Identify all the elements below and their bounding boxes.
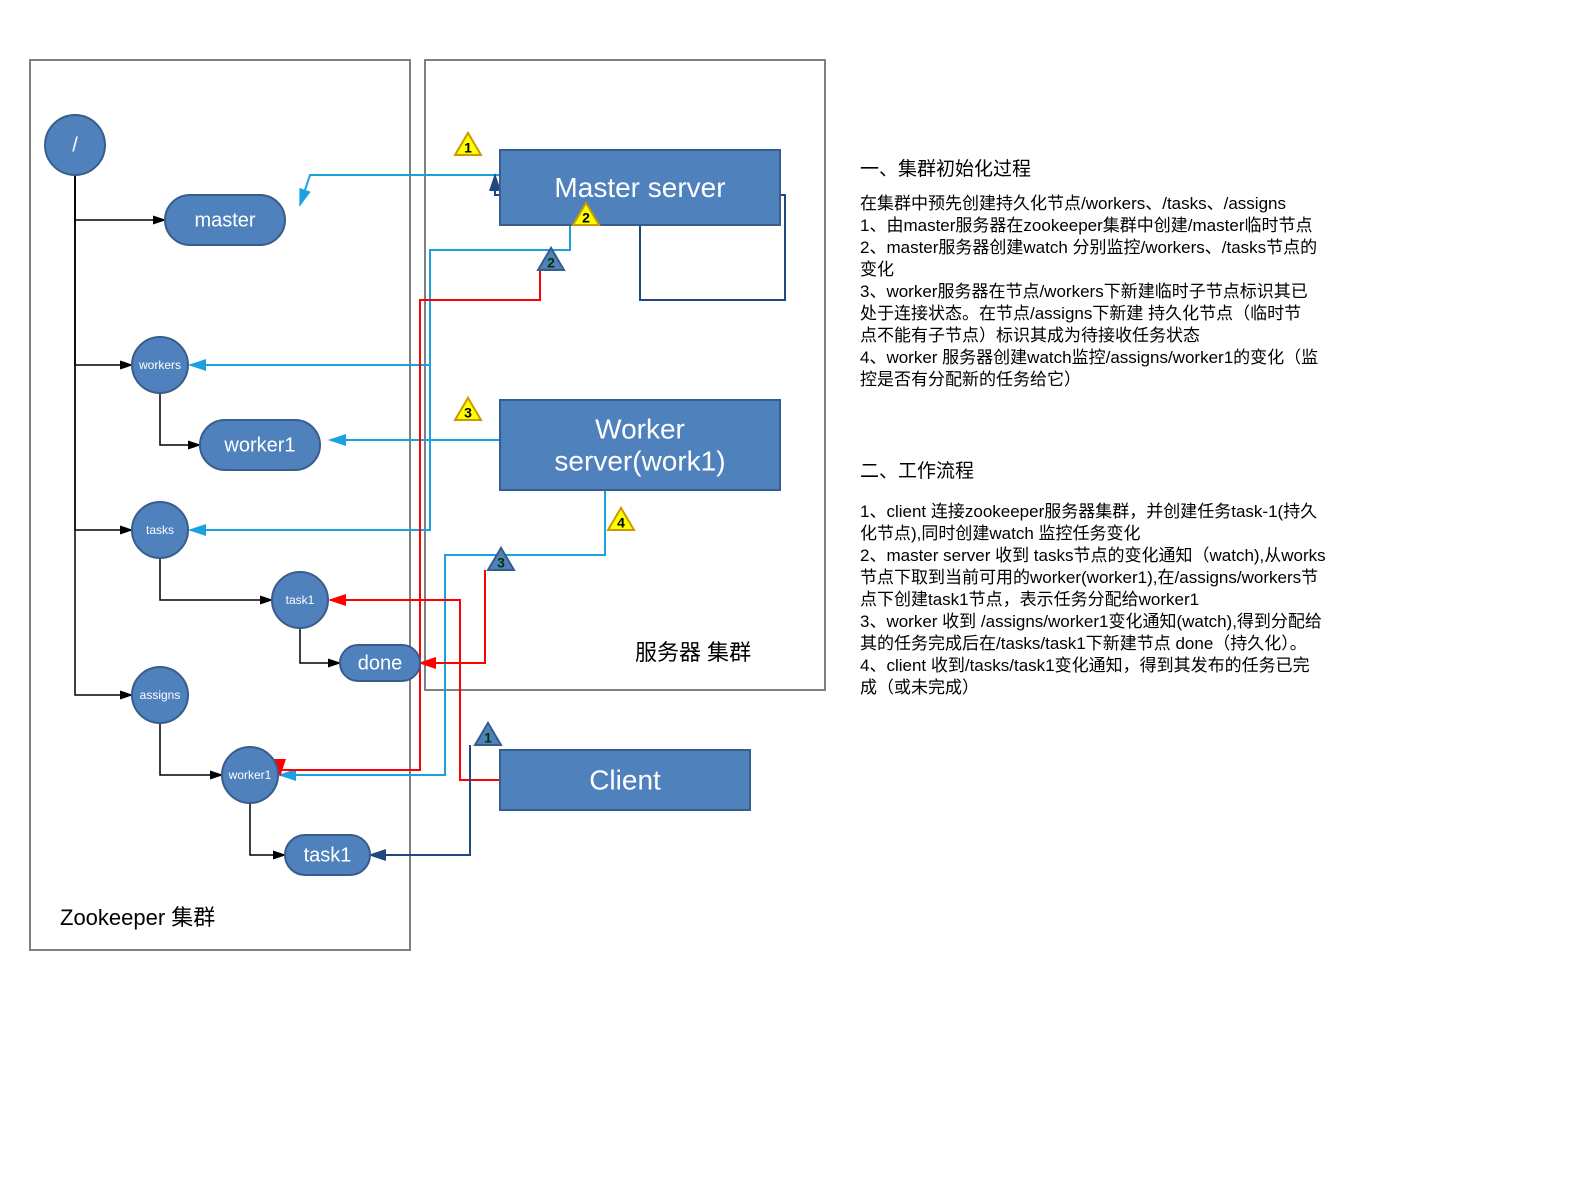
svg-text:2: 2 [582, 210, 590, 226]
svg-text:Zookeeper 集群: Zookeeper 集群 [60, 905, 215, 930]
svg-text:tasks: tasks [146, 523, 174, 537]
tree-edge [75, 175, 132, 365]
svg-text:worker1: worker1 [228, 768, 272, 782]
master-create-master-node [300, 175, 500, 205]
svg-text:处于连接状态。在节点/assigns下新建 持久化节点（临时: 处于连接状态。在节点/assigns下新建 持久化节点（临时节 [860, 304, 1301, 323]
worker-create-done [420, 570, 485, 663]
svg-text:3: 3 [464, 405, 472, 421]
tree-edge [250, 803, 285, 855]
tree-edge [160, 393, 200, 445]
tree-edge [300, 628, 340, 663]
svg-text:done: done [358, 652, 403, 674]
svg-text:1、由master服务器在zookeeper集群中创建/ma: 1、由master服务器在zookeeper集群中创建/master临时节点 [860, 216, 1312, 235]
svg-text:task1: task1 [286, 593, 315, 607]
svg-text:点不能有子节点）标识其成为待接收任务状态: 点不能有子节点）标识其成为待接收任务状态 [860, 326, 1200, 345]
tree-edge [160, 558, 272, 600]
svg-text:服务器 集群: 服务器 集群 [635, 640, 751, 665]
svg-text:3、worker服务器在节点/workers下新建临时子节点: 3、worker服务器在节点/workers下新建临时子节点标识其已 [860, 282, 1308, 301]
svg-text:4、worker 服务器创建watch监控/assigns/: 4、worker 服务器创建watch监控/assigns/worker1的变化… [860, 348, 1318, 367]
svg-text:1、client 连接zookeeper服务器集群，并创建任: 1、client 连接zookeeper服务器集群，并创建任务task-1(持久 [860, 502, 1317, 521]
diagram-stage: Zookeeper 集群 服务器 集群 / master workers worker1 t… [0, 0, 1571, 1181]
svg-text:二、工作流程: 二、工作流程 [860, 460, 974, 482]
svg-text:其的任务完成后在/tasks/task1下新建节点 done: 其的任务完成后在/tasks/task1下新建节点 done（持久化）。 [860, 634, 1307, 653]
svg-text:assigns: assigns [140, 688, 181, 702]
tree-edge [75, 175, 165, 220]
svg-text:2: 2 [547, 255, 555, 271]
svg-text:成（或未完成）: 成（或未完成） [860, 678, 979, 697]
svg-text:workers: workers [138, 358, 181, 372]
svg-text:4: 4 [617, 515, 625, 531]
svg-text:化节点),同时创建watch 监控任务变化: 化节点),同时创建watch 监控任务变化 [860, 524, 1141, 543]
svg-text:1: 1 [464, 140, 472, 156]
worker-watch-assigns-worker1 [280, 490, 605, 775]
svg-text:2、master服务器创建watch 分别监控/worker: 2、master服务器创建watch 分别监控/workers、/tasks节点… [860, 238, 1317, 257]
svg-text:3: 3 [497, 555, 505, 571]
svg-text:task1: task1 [304, 844, 352, 866]
svg-text:点下创建task1节点，表示任务分配给worker1: 点下创建task1节点，表示任务分配给worker1 [860, 590, 1199, 609]
svg-text:worker1: worker1 [223, 434, 295, 456]
tree-edge [75, 175, 132, 530]
svg-text:1: 1 [484, 730, 492, 746]
svg-text:Worker: Worker [595, 413, 685, 444]
diagram-svg: Zookeeper 集群 服务器 集群 / master workers worker1 t… [0, 0, 1571, 1181]
svg-text:在集群中预先创建持久化节点/workers、/tasks、/: 在集群中预先创建持久化节点/workers、/tasks、/assigns [860, 194, 1286, 213]
svg-text:变化: 变化 [860, 260, 894, 279]
svg-text:/: / [72, 134, 78, 156]
svg-text:Master server: Master server [554, 172, 725, 203]
svg-text:节点下取到当前可用的worker(worker1),在/as: 节点下取到当前可用的worker(worker1),在/assigns/work… [860, 568, 1318, 587]
tree-edge [75, 175, 132, 695]
svg-text:master: master [194, 209, 255, 231]
svg-text:4、client 收到/tasks/task1变化通知，得到: 4、client 收到/tasks/task1变化通知，得到其发布的任务已完 [860, 656, 1310, 675]
tree-edge [160, 723, 222, 775]
svg-text:一、集群初始化过程: 一、集群初始化过程 [860, 158, 1031, 180]
zookeeper-frame [30, 60, 410, 950]
svg-text:Client: Client [589, 764, 661, 795]
svg-text:3、worker 收到 /assigns/worker1变化: 3、worker 收到 /assigns/worker1变化通知(watch),… [860, 612, 1322, 631]
svg-text:2、master server 收到 tasks节点的变化通: 2、master server 收到 tasks节点的变化通知（watch),从… [860, 546, 1326, 565]
svg-text:控是否有分配新的任务给它）: 控是否有分配新的任务给它） [860, 370, 1081, 389]
svg-text:server(work1): server(work1) [554, 445, 725, 476]
